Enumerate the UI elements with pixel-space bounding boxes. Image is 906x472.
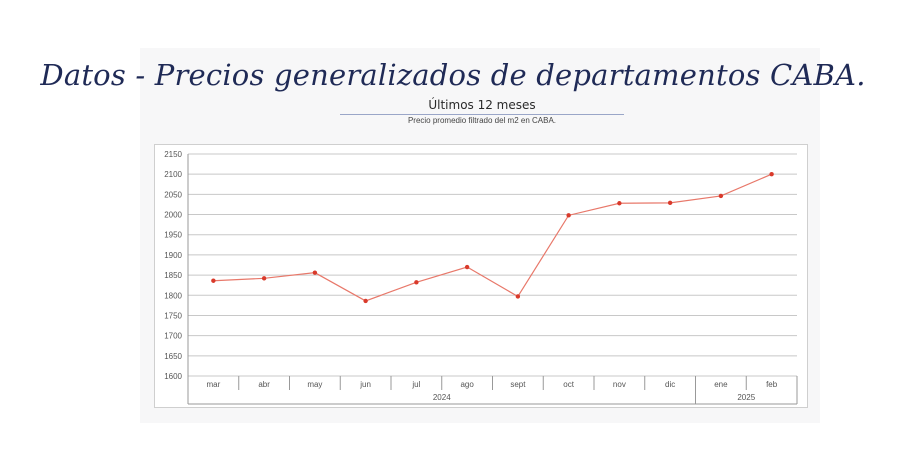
y-tick-label: 1750 [164,311,182,320]
chart-subtitle: Últimos 12 meses [428,98,536,112]
y-tick-label: 1650 [164,352,182,361]
y-tick-label: 2100 [164,170,182,179]
data-point [261,276,267,281]
y-tick-label: 1600 [164,372,182,381]
y-tick-label: 1950 [164,231,182,240]
series-line [213,173,772,302]
data-point [211,278,216,283]
chart-caption: Precio promedio filtrado del m2 en CABA. [407,116,557,125]
x-year-label: 2025 [737,393,755,402]
x-tick-label: ago [460,380,474,389]
y-tick-label: 2000 [164,211,182,220]
subtitle-divider [340,114,624,115]
x-tick-label: dic [665,380,675,389]
x-tick-label: mar [206,380,220,389]
x-tick-label: ene [714,380,728,389]
data-point [769,171,774,177]
page-title: Datos - Precios generalizados de departa… [40,58,866,92]
x-tick-label: feb [766,380,778,389]
data-point [363,298,368,304]
data-point [515,294,521,299]
data-point [464,264,470,270]
chart-panel [154,144,808,408]
data-point [718,193,724,199]
x-tick-label: nov [613,380,626,389]
x-tick-label: abr [258,380,270,389]
x-tick-label: oct [563,380,574,389]
y-tick-label: 2150 [164,150,182,159]
data-point [667,200,673,206]
x-year-label: 2024 [433,393,451,402]
data-point [312,270,318,275]
x-tick-label: may [307,380,322,389]
data-point [617,201,622,206]
y-tick-label: 1800 [164,291,182,300]
y-tick-label: 2050 [164,190,182,199]
x-tick-label: jul [411,380,420,389]
y-tick-label: 1700 [164,332,182,341]
x-tick-label: jun [359,380,371,389]
x-tick-label: sept [510,380,526,389]
y-tick-label: 1850 [164,271,182,280]
data-point [414,280,419,285]
y-tick-label: 1900 [164,251,182,260]
data-point [566,213,571,218]
